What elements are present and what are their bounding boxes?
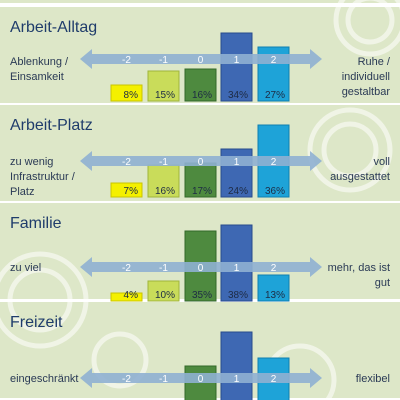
data-label: 10% xyxy=(155,290,175,301)
section-freizeit: Freizeit eingeschränkt flexibel -2 -1 0 1 2 xyxy=(0,302,400,400)
left-label: eingeschränkt xyxy=(10,373,79,385)
double-arrow-axis xyxy=(80,257,322,277)
left-label: zu viel xyxy=(10,262,42,274)
section-title: Arbeit-Platz xyxy=(10,117,93,134)
right-label: flexibel xyxy=(355,373,390,385)
tick-label: 1 xyxy=(234,157,240,168)
chart-arbeit-platz: 7% 16% 17% 24% 36% -2 -1 0 1 2 xyxy=(80,124,322,198)
tick-label: -1 xyxy=(159,157,168,168)
data-label: 38% xyxy=(228,290,248,301)
tick-label: 0 xyxy=(198,263,204,274)
section-arbeit-alltag: Arbeit-Alltag Ablenkung / Einsamkeit Ruh… xyxy=(0,7,400,105)
tick-label: 0 xyxy=(198,157,204,168)
tick-label: -2 xyxy=(122,157,131,168)
right-label: voll ausgestattet xyxy=(330,156,390,183)
section-title: Freizeit xyxy=(10,314,63,331)
data-label: 24% xyxy=(228,186,248,197)
swirl-ornament xyxy=(91,331,149,389)
background-band xyxy=(0,0,400,3)
tick-label: 0 xyxy=(198,374,204,385)
left-label: zu wenig Infrastruktur / Platz xyxy=(10,156,75,198)
double-arrow-axis xyxy=(80,49,322,69)
data-label: 36% xyxy=(265,186,285,197)
data-label: 15% xyxy=(155,90,175,101)
chart-arbeit-alltag: 8% 15% 16% 34% 27% -2 -1 0 1 2 xyxy=(80,32,322,102)
section-title: Arbeit-Alltag xyxy=(10,19,98,36)
left-label: Ablenkung / Einsamkeit xyxy=(10,56,69,83)
section-arbeit-platz: Arbeit-Platz zu wenig Infrastruktur / Pl… xyxy=(0,105,400,203)
data-label: 8% xyxy=(124,90,139,101)
data-label: 17% xyxy=(192,186,212,197)
data-label: 7% xyxy=(124,186,139,197)
data-label: 35% xyxy=(192,290,212,301)
tick-label: 1 xyxy=(234,55,240,66)
tick-label: 2 xyxy=(271,263,277,274)
tick-label: -1 xyxy=(159,374,168,385)
swirl-ornament xyxy=(345,0,395,45)
tick-label: 1 xyxy=(234,263,240,274)
bar-1 xyxy=(220,331,253,400)
swirl-ornament xyxy=(307,107,393,193)
chart-freizeit: -2 -1 0 1 2 xyxy=(80,331,322,400)
double-arrow-axis xyxy=(80,151,322,171)
swirl-ornament xyxy=(333,0,400,57)
swirl-ornament xyxy=(0,251,89,349)
bar--1 xyxy=(147,280,180,302)
data-label: 34% xyxy=(228,90,248,101)
bar--2 xyxy=(110,84,143,102)
data-label: 16% xyxy=(155,186,175,197)
data-label: 4% xyxy=(124,290,139,301)
tick-label: 2 xyxy=(271,374,277,385)
tick-label: 0 xyxy=(198,55,204,66)
bar-1 xyxy=(220,32,253,102)
tick-label: -1 xyxy=(159,55,168,66)
tick-label: -2 xyxy=(122,55,131,66)
swirl-ornament xyxy=(321,121,379,179)
bar-0 xyxy=(184,68,217,102)
tick-label: 2 xyxy=(271,157,277,168)
tick-label: 1 xyxy=(234,374,240,385)
bar--1 xyxy=(147,70,180,102)
tick-label: 2 xyxy=(271,55,277,66)
bar--2 xyxy=(110,292,143,302)
tick-label: -1 xyxy=(159,263,168,274)
tick-label: -2 xyxy=(122,374,131,385)
tick-label: -2 xyxy=(122,263,131,274)
right-label: Ruhe / individuell gestaltbar xyxy=(341,56,390,98)
bar-2 xyxy=(257,274,290,302)
section-familie: Familie zu viel mehr, das ist gut 4% 10% 3… xyxy=(0,203,400,302)
chart-familie: 4% 10% 35% 38% 13% -2 -1 0 1 2 xyxy=(80,224,322,302)
swirl-ornament xyxy=(7,267,73,333)
data-label: 27% xyxy=(265,90,285,101)
bar--2 xyxy=(110,182,143,198)
data-label: 13% xyxy=(265,290,285,301)
double-arrow-axis xyxy=(80,368,322,388)
section-title: Familie xyxy=(10,215,62,232)
data-label: 16% xyxy=(192,90,212,101)
right-label: mehr, das ist gut xyxy=(327,262,390,289)
